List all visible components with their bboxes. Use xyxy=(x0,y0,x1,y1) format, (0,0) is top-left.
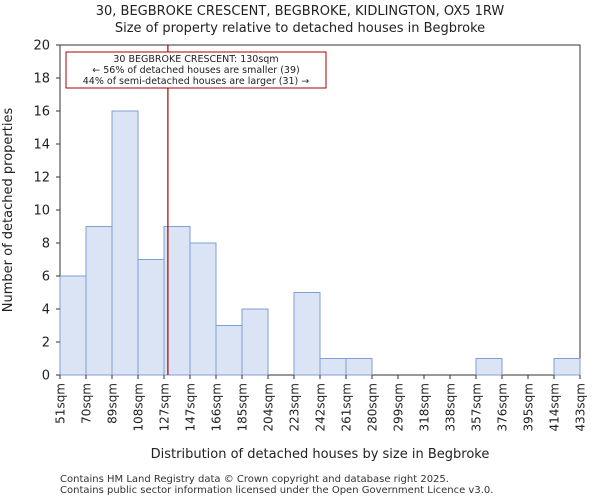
histogram-bar xyxy=(319,358,347,376)
y-tick-label: 8 xyxy=(42,237,50,252)
x-tick-label: 414sqm xyxy=(548,383,562,431)
y-tick-label: 6 xyxy=(42,270,50,285)
histogram-bar xyxy=(241,308,269,376)
histogram-bar xyxy=(345,358,373,376)
histogram-bar xyxy=(553,358,581,376)
annotation-line: 30 BEGBROKE CRESCENT: 130sqm xyxy=(113,54,278,65)
x-tick-label: 70sqm xyxy=(80,383,94,424)
x-tick-label: 242sqm xyxy=(314,383,328,431)
histogram-bar xyxy=(59,275,87,376)
x-tick-label: 166sqm xyxy=(210,383,224,431)
y-tick-label: 10 xyxy=(33,204,50,219)
footer-licence: Contains public sector information licen… xyxy=(60,485,494,496)
histogram-bar xyxy=(85,226,113,376)
x-tick-label: 51sqm xyxy=(54,383,68,424)
y-tick-label: 0 xyxy=(42,369,50,384)
x-tick-label: 318sqm xyxy=(418,383,432,431)
histogram-bar xyxy=(475,358,503,376)
annotation-box xyxy=(65,51,327,89)
x-tick-label: 147sqm xyxy=(184,383,198,431)
x-tick-label: 108sqm xyxy=(132,383,146,431)
x-tick-label: 223sqm xyxy=(288,383,302,431)
x-tick-label: 261sqm xyxy=(340,383,354,431)
annotation-line: 44% of semi-detached houses are larger (… xyxy=(83,76,310,87)
y-tick-label: 14 xyxy=(33,138,50,153)
y-tick-label: 16 xyxy=(33,105,50,120)
x-tick-label: 280sqm xyxy=(366,383,380,431)
histogram-bar xyxy=(215,325,243,376)
y-tick-label: 20 xyxy=(33,39,50,54)
y-tick-label: 4 xyxy=(42,303,50,318)
chart-title: Size of property relative to detached ho… xyxy=(114,21,486,36)
x-tick-label: 185sqm xyxy=(236,383,250,431)
histogram-bar xyxy=(111,110,139,376)
x-tick-label: 357sqm xyxy=(470,383,484,431)
annotation-line: ← 56% of detached houses are smaller (39… xyxy=(92,65,299,76)
y-axis-label: Number of detached properties xyxy=(1,108,16,313)
x-tick-label: 395sqm xyxy=(522,383,536,431)
y-tick-label: 2 xyxy=(42,336,50,351)
x-tick-label: 338sqm xyxy=(444,383,458,431)
y-tick-label: 18 xyxy=(33,72,50,87)
chart-title-address: 30, BEGBROKE CRESCENT, BEGBROKE, KIDLING… xyxy=(95,4,505,19)
footer-copyright: Contains HM Land Registry data © Crown c… xyxy=(60,474,449,485)
x-tick-label: 89sqm xyxy=(106,383,120,424)
x-tick-label: 376sqm xyxy=(496,383,510,431)
histogram-bar xyxy=(293,292,321,376)
x-tick-label: 204sqm xyxy=(262,383,276,431)
x-axis-label: Distribution of detached houses by size … xyxy=(151,447,490,462)
histogram-bar xyxy=(189,242,217,376)
y-tick-label: 12 xyxy=(33,171,50,186)
histogram-bar xyxy=(137,259,165,376)
x-tick-label: 433sqm xyxy=(574,383,588,431)
x-tick-label: 127sqm xyxy=(158,383,172,431)
x-tick-label: 299sqm xyxy=(392,383,406,431)
